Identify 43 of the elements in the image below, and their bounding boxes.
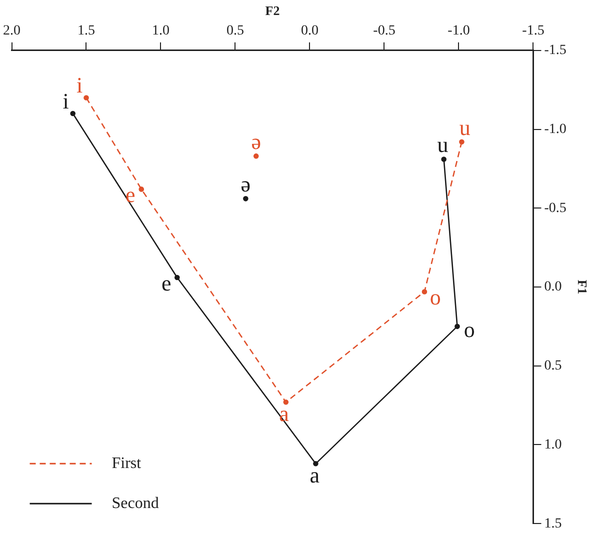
x-tick-label: 0.0 bbox=[300, 24, 318, 39]
x-tick-label: 1.5 bbox=[78, 24, 95, 39]
point bbox=[174, 274, 180, 280]
x-tick-label: 0.5 bbox=[226, 24, 244, 39]
point bbox=[243, 196, 248, 202]
y-tick-label: 0.5 bbox=[544, 358, 562, 374]
point bbox=[253, 153, 259, 159]
x-tick-label: -1.0 bbox=[448, 24, 470, 39]
data-label: o bbox=[464, 316, 475, 342]
y-tick-label: 1.5 bbox=[544, 516, 562, 532]
point bbox=[454, 324, 460, 330]
legend-label: Second bbox=[112, 494, 159, 512]
data-label: u bbox=[459, 115, 470, 140]
y-axis-title: F1 bbox=[574, 280, 590, 294]
data-label: e bbox=[126, 182, 136, 207]
point bbox=[84, 95, 89, 100]
x-axis-title: F2 bbox=[265, 3, 280, 18]
x-tick-label: -1.5 bbox=[522, 24, 544, 39]
y-tick-label: -0.5 bbox=[544, 200, 566, 216]
data-label: a bbox=[310, 462, 320, 488]
y-tick-label: -1.5 bbox=[544, 43, 566, 58]
x-tick-label: 1.0 bbox=[152, 24, 170, 39]
y-tick-label: 1.0 bbox=[544, 437, 562, 452]
x-tick-label: 2.0 bbox=[3, 24, 20, 39]
point bbox=[441, 156, 446, 162]
data-label: e bbox=[162, 270, 172, 296]
point bbox=[70, 110, 76, 116]
data-label: ə bbox=[251, 128, 261, 154]
point bbox=[459, 139, 464, 145]
data-label: u bbox=[437, 132, 448, 158]
legend-label: First bbox=[112, 454, 142, 472]
data-label: ə bbox=[240, 171, 251, 196]
y-tick-label: -1.0 bbox=[544, 122, 566, 137]
point bbox=[422, 289, 428, 294]
data-label: i bbox=[76, 72, 83, 98]
point bbox=[313, 461, 318, 466]
data-label: i bbox=[62, 88, 69, 114]
x-tick-label: -0.5 bbox=[373, 24, 396, 39]
y-tick-label: 0.0 bbox=[544, 280, 562, 295]
point bbox=[138, 186, 144, 192]
data-label: a bbox=[279, 400, 290, 426]
data-label: o bbox=[430, 284, 441, 310]
point bbox=[283, 399, 289, 405]
